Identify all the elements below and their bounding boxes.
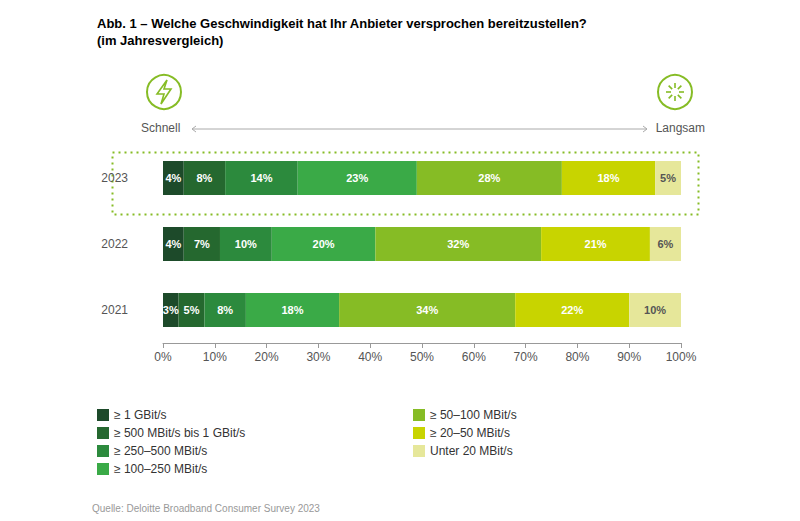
svg-text:80%: 80% <box>565 350 589 364</box>
svg-text:5%: 5% <box>184 304 200 316</box>
svg-text:≥ 250–500 MBit/s: ≥ 250–500 MBit/s <box>114 444 207 458</box>
svg-text:14%: 14% <box>250 172 272 184</box>
svg-text:20%: 20% <box>313 238 335 250</box>
svg-text:23%: 23% <box>346 172 368 184</box>
svg-text:70%: 70% <box>514 350 538 364</box>
svg-text:5%: 5% <box>660 172 676 184</box>
svg-text:Schnell: Schnell <box>141 121 180 135</box>
svg-text:8%: 8% <box>196 172 212 184</box>
svg-text:Abb. 1 – Welche Geschwindigkei: Abb. 1 – Welche Geschwindigkeit hat Ihr … <box>97 16 587 31</box>
svg-text:40%: 40% <box>358 350 382 364</box>
svg-text:3%: 3% <box>163 304 179 316</box>
svg-text:100%: 100% <box>666 350 697 364</box>
svg-text:10%: 10% <box>203 350 227 364</box>
svg-text:≥ 1 GBit/s: ≥ 1 GBit/s <box>114 408 167 422</box>
svg-text:≥ 20–50 MBit/s: ≥ 20–50 MBit/s <box>430 426 510 440</box>
svg-text:18%: 18% <box>281 304 303 316</box>
svg-text:4%: 4% <box>165 238 181 250</box>
svg-text:10%: 10% <box>235 238 257 250</box>
svg-text:2021: 2021 <box>101 303 128 317</box>
svg-text:34%: 34% <box>416 304 438 316</box>
svg-text:50%: 50% <box>410 350 434 364</box>
svg-text:2022: 2022 <box>101 237 128 251</box>
svg-text:≥ 100–250 MBit/s: ≥ 100–250 MBit/s <box>114 462 207 476</box>
svg-text:32%: 32% <box>447 238 469 250</box>
svg-text:4%: 4% <box>165 172 181 184</box>
svg-text:30%: 30% <box>306 350 330 364</box>
svg-text:8%: 8% <box>217 304 233 316</box>
svg-text:Unter 20 MBit/s: Unter 20 MBit/s <box>430 444 513 458</box>
svg-text:7%: 7% <box>194 238 210 250</box>
svg-text:22%: 22% <box>561 304 583 316</box>
svg-text:Quelle: Deloitte Broadband Con: Quelle: Deloitte Broadband Consumer Surv… <box>92 503 320 514</box>
svg-text:28%: 28% <box>478 172 500 184</box>
svg-text:10%: 10% <box>644 304 666 316</box>
svg-text:20%: 20% <box>255 350 279 364</box>
svg-text:2023: 2023 <box>101 171 128 185</box>
svg-text:18%: 18% <box>597 172 619 184</box>
svg-text:≥ 500 MBit/s bis 1 GBit/s: ≥ 500 MBit/s bis 1 GBit/s <box>114 426 245 440</box>
svg-text:90%: 90% <box>617 350 641 364</box>
svg-text:0%: 0% <box>154 350 172 364</box>
svg-text:(im Jahresvergleich): (im Jahresvergleich) <box>97 33 223 48</box>
svg-text:60%: 60% <box>462 350 486 364</box>
svg-text:21%: 21% <box>585 238 607 250</box>
svg-text:Langsam: Langsam <box>656 121 705 135</box>
svg-text:6%: 6% <box>658 238 674 250</box>
svg-text:≥ 50–100 MBit/s: ≥ 50–100 MBit/s <box>430 408 517 422</box>
